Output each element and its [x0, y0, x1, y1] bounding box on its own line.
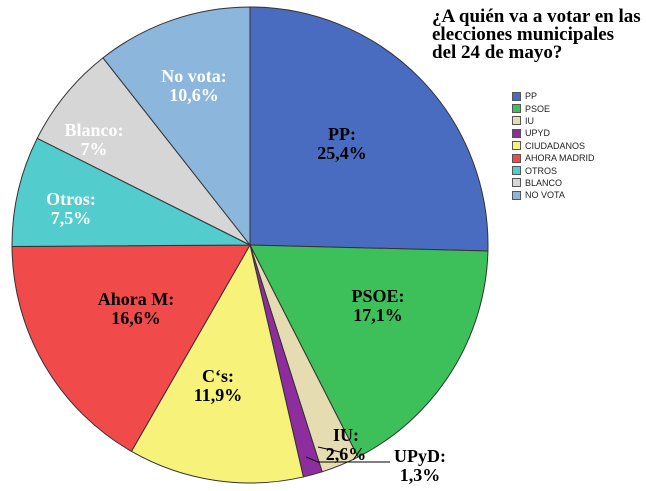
pie-slice-blanco: [36, 57, 251, 246]
chart-title: ¿A quién va a votar en las elecciones mu…: [432, 6, 641, 63]
slice-label-name: No vota:: [161, 66, 227, 86]
slice-label-value: 1,3%: [400, 465, 441, 485]
slice-label-value: 16,6%: [111, 308, 161, 328]
legend-swatch: [512, 128, 521, 138]
slice-label: No vota: 10,6%: [161, 66, 227, 105]
slice-label: Otros: 7,5%: [46, 189, 96, 228]
pie-slice-pp: [249, 6, 489, 252]
slice-label-name: Blanco:: [64, 120, 123, 140]
legend-swatch: [512, 91, 521, 101]
legend-item: PSOE: [512, 102, 595, 114]
pie-slice-ciudadanos: [130, 243, 304, 484]
slice-label-name: Otros:: [46, 189, 96, 209]
legend-label: BLANCO: [525, 177, 563, 188]
legend-swatch: [512, 141, 521, 151]
legend-item: CIUDADANOS: [512, 140, 595, 152]
legend-item: IU: [512, 115, 595, 127]
slice-label-value: 2,6%: [326, 444, 367, 464]
slice-label: UPyD: 1,3%: [394, 446, 446, 485]
slice-label: Ahora M: 16,6%: [98, 289, 174, 328]
legend-item: PP: [512, 90, 595, 102]
slice-label-value: 10,6%: [169, 85, 219, 105]
legend-swatch: [512, 178, 521, 188]
legend-swatch: [512, 190, 521, 200]
leader-line: [317, 446, 341, 453]
slice-label-name: PP:: [328, 124, 356, 144]
pie-slice-no-vota: [102, 6, 251, 247]
legend: PP PSOE IU UPYD CIUDADANOS AHORA MADRID OTROS B…: [512, 90, 595, 202]
legend-item: NO VOTA: [512, 189, 595, 201]
slice-label-name: PSOE:: [351, 286, 404, 306]
legend-swatch: [512, 104, 521, 114]
legend-label: UPYD: [525, 128, 551, 139]
legend-swatch: [512, 116, 521, 126]
legend-label: AHORA MADRID: [525, 153, 595, 164]
leader-line: [305, 456, 390, 463]
slice-label-name: UPyD:: [394, 446, 446, 466]
pie-slice-otros: [11, 137, 251, 247]
slice-label-value: 7%: [81, 139, 108, 159]
legend-label: OTROS: [525, 165, 558, 176]
slice-label-name: IU:: [333, 425, 359, 445]
slice-label-value: 17,1%: [353, 305, 403, 325]
slice-label: Blanco: 7%: [64, 120, 123, 159]
legend-swatch: [512, 166, 521, 176]
legend-label: IU: [525, 115, 534, 126]
slice-label-value: 25,4%: [317, 143, 367, 163]
slice-label: C‘s: 11,9%: [194, 366, 243, 405]
legend-item: OTROS: [512, 164, 595, 176]
legend-label: CIUDADANOS: [525, 140, 586, 151]
legend-label: NO VOTA: [525, 190, 565, 201]
legend-label: PP: [525, 91, 538, 102]
slice-label-value: 11,9%: [194, 385, 243, 405]
slice-label-name: Ahora M:: [98, 289, 174, 309]
legend-label: PSOE: [525, 103, 551, 114]
slice-label-name: C‘s:: [202, 366, 234, 386]
legend-swatch: [512, 153, 521, 163]
slice-label: PP: 25,4%: [317, 124, 367, 163]
slice-label-value: 7,5%: [51, 208, 92, 228]
legend-item: UPYD: [512, 127, 595, 139]
pie-slice-psoe: [249, 244, 489, 458]
legend-item: BLANCO: [512, 177, 595, 189]
slice-label: IU: 2,6%: [326, 425, 367, 464]
slice-label: PSOE: 17,1%: [351, 286, 404, 325]
pie-slice-ahora-madrid: [11, 244, 251, 453]
legend-item: AHORA MADRID: [512, 152, 595, 164]
